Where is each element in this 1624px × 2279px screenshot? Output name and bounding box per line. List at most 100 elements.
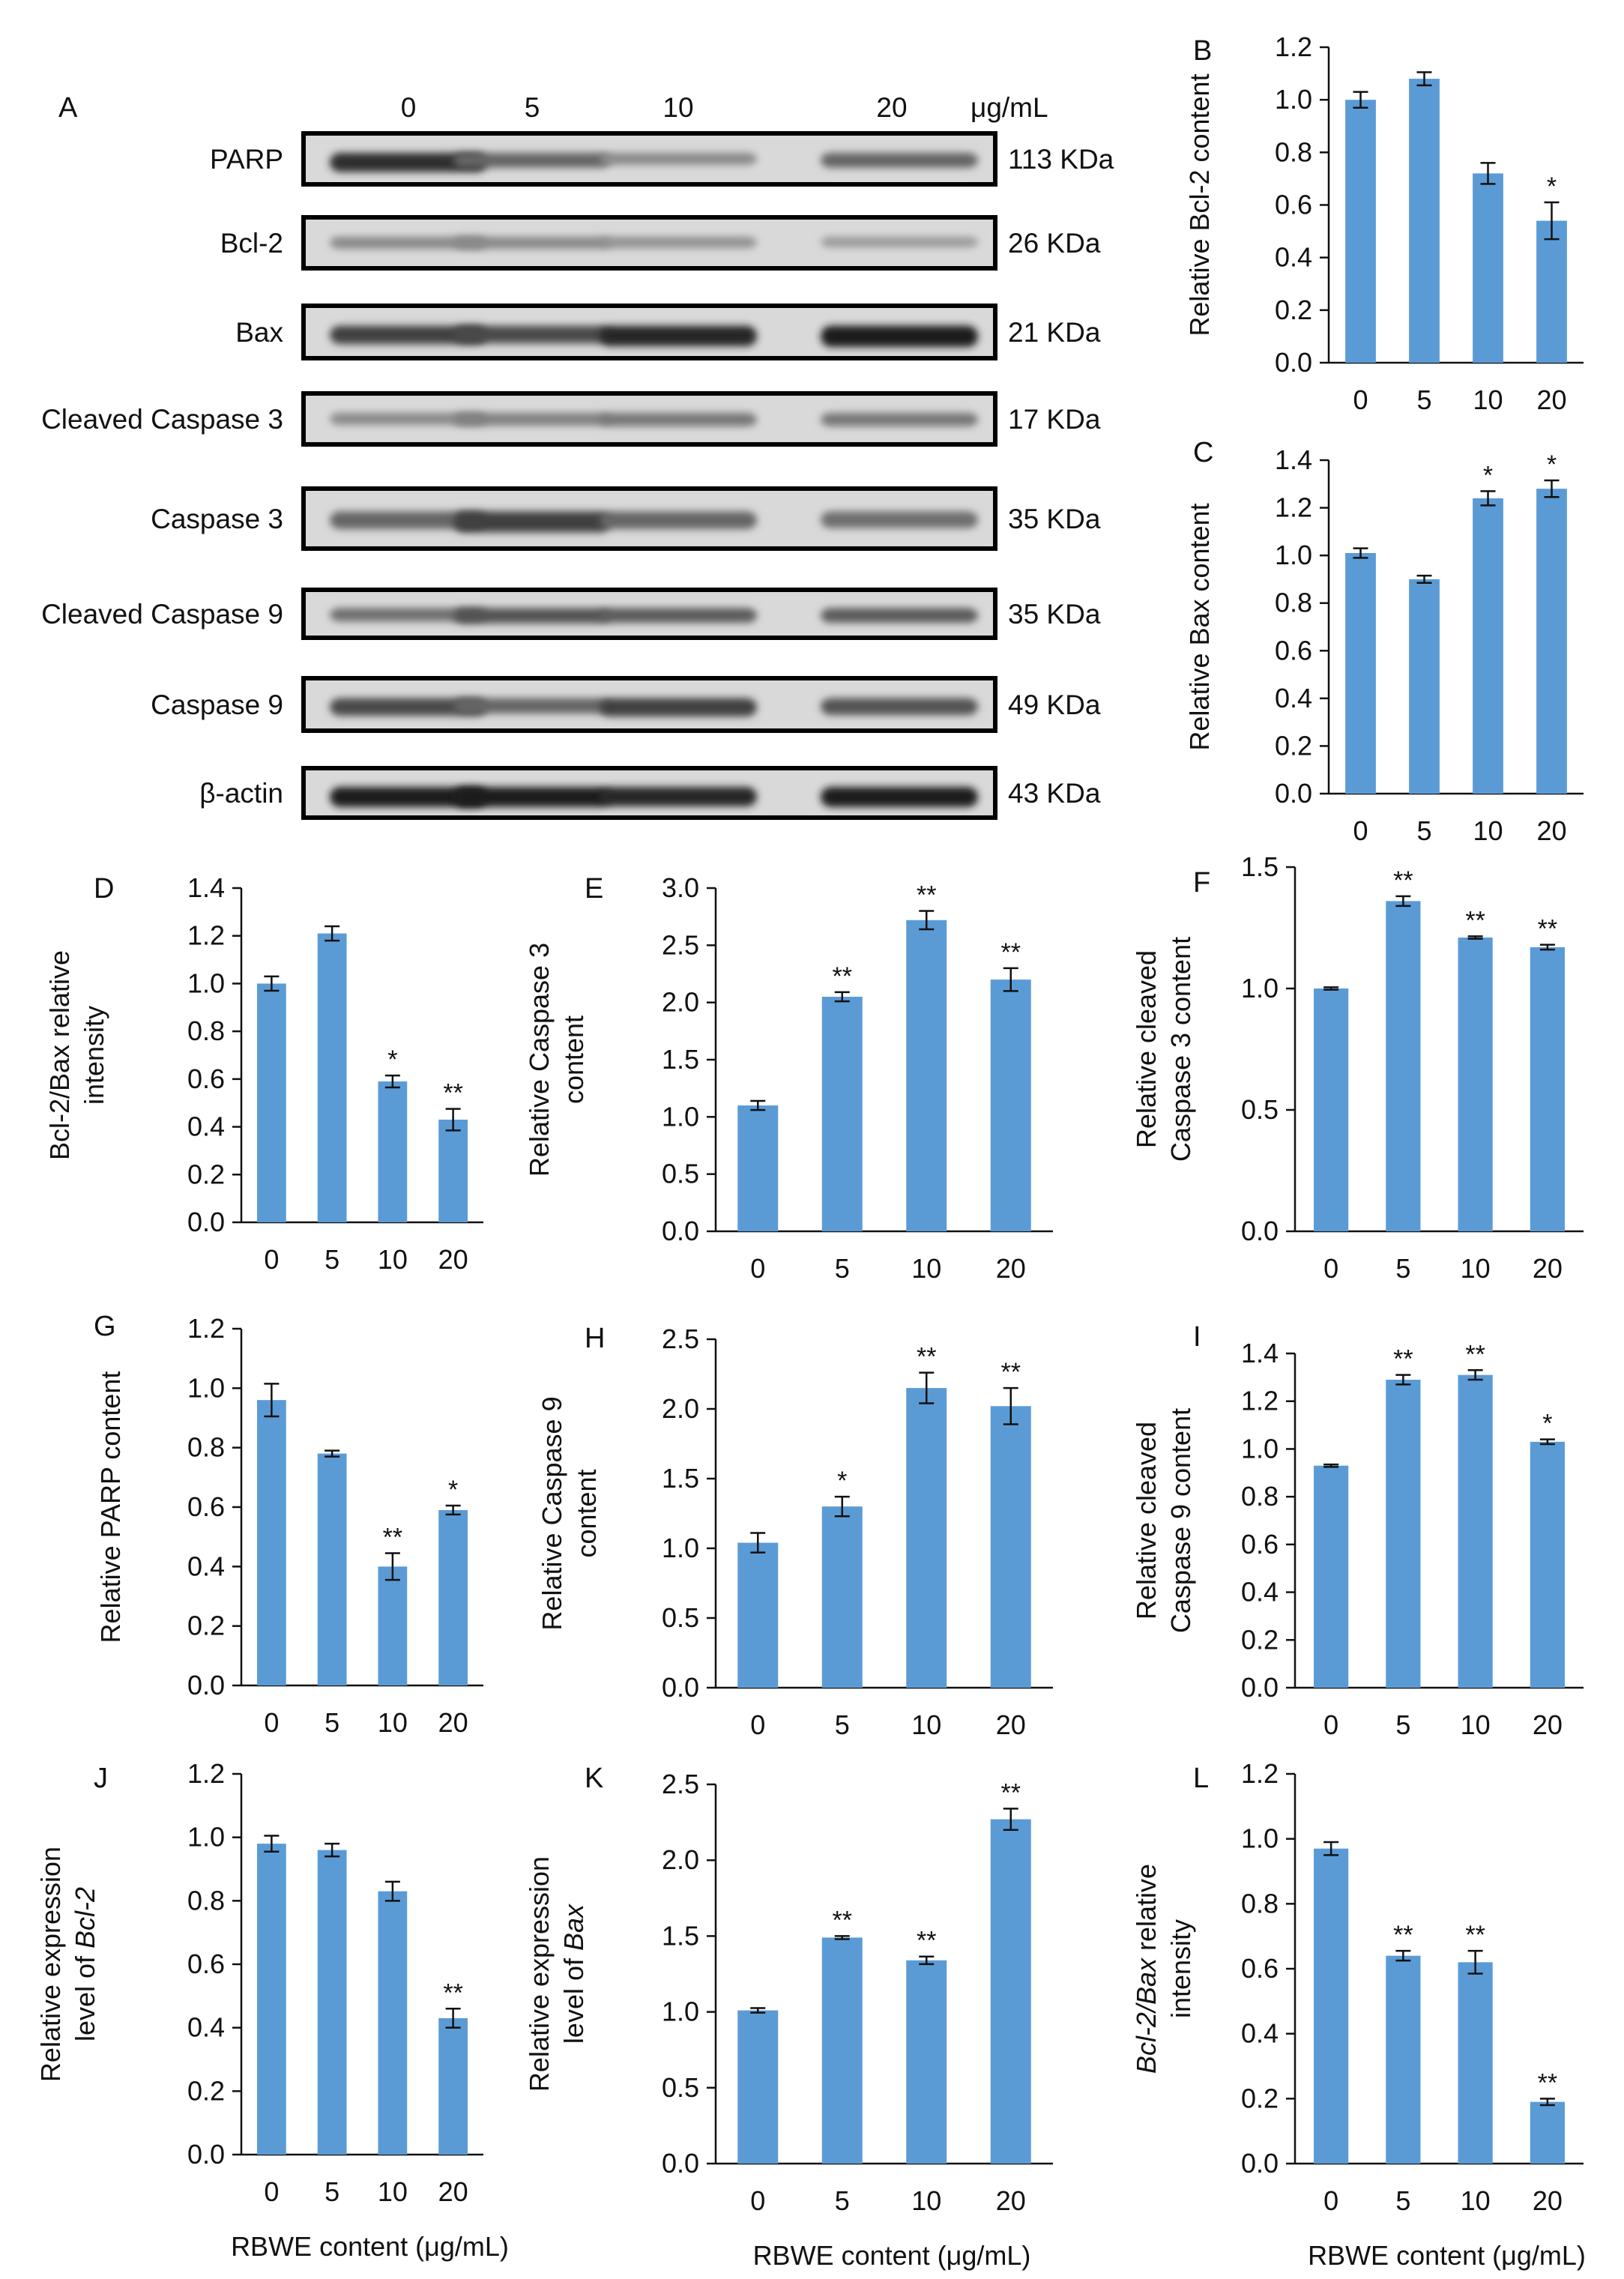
y-tick-label: 0.8: [187, 1432, 225, 1463]
significance-label: **: [1001, 1358, 1021, 1386]
blot-band: [821, 236, 978, 248]
blot-kda-label: 26 KDa: [1008, 228, 1101, 259]
y-axis-label: Relative expression: [524, 1856, 555, 2092]
significance-label: **: [1393, 1345, 1413, 1374]
y-axis-label-part: Relative Caspase 3: [524, 943, 555, 1177]
x-tick-label: 5: [325, 1244, 339, 1275]
x-tick-label: 20: [438, 2176, 468, 2207]
bar: [1530, 1441, 1565, 1688]
x-tick-label: 20: [1536, 815, 1566, 846]
blot-band: [330, 236, 487, 250]
y-axis-label: Relative Bax content: [1184, 503, 1215, 750]
y-tick-label: 0.6: [187, 1491, 225, 1522]
x-axis-label: RBWE content (μg/mL): [231, 2231, 509, 2262]
blot-frame: [301, 766, 997, 820]
y-tick-label: 0.4: [1275, 242, 1312, 273]
y-tick-label: 0.5: [662, 2072, 699, 2103]
bar: [378, 1566, 408, 1685]
bar: [1530, 947, 1565, 1231]
panel-letter: F: [1193, 867, 1210, 899]
blot-row: Caspase 9 49 KDa: [151, 676, 1101, 733]
y-axis-label: content: [558, 1015, 589, 1104]
chart-panel-f: F 0.0 0.5 1.0 1.5 0 ** 5 ** 10 ** 20 Relative cleave…: [1131, 851, 1584, 1284]
y-tick-label: 1.0: [187, 1822, 225, 1853]
blot-band: [821, 511, 978, 528]
y-tick-label: 0.0: [662, 1672, 699, 1703]
significance-label: **: [917, 1343, 936, 1371]
y-tick-label: 0.0: [187, 1207, 225, 1237]
bar: [990, 1819, 1031, 2164]
panel-letter: I: [1193, 1321, 1201, 1353]
y-tick-label: 1.4: [187, 872, 225, 903]
y-axis-label: intensity: [1165, 1919, 1196, 2018]
blot-band: [453, 511, 611, 533]
bar: [317, 933, 347, 1222]
blot-frame: [301, 486, 997, 551]
blot-band: [330, 325, 487, 345]
bar: [737, 1105, 779, 1231]
chart-panel-g: G 0.0 0.2 0.4 0.6 0.8 1.0 1.2 0 5 ** 10 * 20 Relative …: [94, 1311, 483, 1738]
blot-row: β-actin 43 KDa: [199, 766, 1101, 820]
blot-band: [600, 511, 757, 529]
y-tick-label: 0.0: [662, 1216, 699, 1246]
blot-row-label: Cleaved Caspase 9: [41, 599, 283, 630]
y-tick-label: 0.4: [187, 1551, 225, 1581]
y-tick-label: 0.6: [1241, 1953, 1279, 1984]
x-axis-label: RBWE content (μg/mL): [753, 2240, 1031, 2271]
significance-label: **: [917, 881, 936, 910]
significance-label: *: [837, 1467, 847, 1495]
x-tick-label: 0: [264, 1244, 279, 1275]
y-tick-label: 0.6: [1275, 635, 1312, 665]
blot-band: [600, 325, 757, 347]
bar: [1386, 1380, 1421, 1688]
y-tick-label: 1.0: [1275, 540, 1312, 570]
blot-dose-label: 0: [401, 92, 417, 123]
significance-label: **: [1465, 906, 1485, 935]
y-tick-label: 1.2: [187, 920, 225, 951]
x-tick-label: 0: [1323, 1253, 1338, 1284]
panel-letter: D: [94, 873, 114, 905]
y-axis-label-part: Relative Bcl-2 content: [1184, 73, 1215, 336]
y-tick-label: 1.0: [1241, 973, 1279, 1003]
blot-row-label: Caspase 9: [151, 689, 283, 720]
blot-band: [821, 698, 978, 716]
y-tick-label: 0.0: [662, 2148, 699, 2179]
significance-label: **: [833, 962, 852, 991]
y-axis-label: content: [571, 1469, 602, 1557]
x-tick-label: 5: [1395, 2185, 1410, 2216]
significance-label: **: [1465, 1921, 1485, 1949]
significance-label: **: [1465, 1340, 1485, 1368]
y-tick-label: 0.4: [1241, 2018, 1279, 2049]
blot-band: [821, 608, 978, 624]
y-axis-label-part: Relative cleaved: [1131, 950, 1162, 1148]
y-axis-label-part: Relative expression: [35, 1847, 66, 2082]
blot-band: [453, 152, 611, 168]
blot-band: [821, 787, 978, 807]
blot-kda-label: 35 KDa: [1008, 599, 1101, 630]
bar: [1458, 937, 1493, 1231]
y-tick-label: 0.2: [1275, 730, 1312, 761]
y-tick-label: 1.5: [662, 1920, 699, 1951]
panel-letter-a: A: [58, 92, 78, 124]
blot-kda-label: 49 KDa: [1008, 689, 1101, 720]
bar: [317, 1453, 347, 1685]
chart-panel-e: E 0.0 0.5 1.0 1.5 2.0 2.5 3.0 0 ** 5 ** 10 ** 20 Relati…: [524, 872, 1053, 1284]
panel-letter: L: [1193, 1763, 1209, 1794]
panel-letter: K: [585, 1763, 603, 1794]
blot-frame: [301, 131, 997, 187]
bar: [317, 1850, 347, 2155]
bar: [1314, 1465, 1349, 1688]
western-blot-panel: A 0 5 10 20 μg/mL PARP 113 KDa Bcl-2 26 KDa Bax 21…: [41, 92, 1114, 820]
x-axis-label: RBWE content (μg/mL): [1308, 2240, 1586, 2271]
x-tick-label: 20: [1533, 1253, 1563, 1284]
blot-frame: [301, 676, 997, 733]
blot-band: [600, 608, 757, 624]
y-axis-label: Relative Caspase 3: [524, 943, 555, 1177]
blot-row: Cleaved Caspase 3 17 KDa: [41, 391, 1101, 447]
y-tick-label: 0.0: [1241, 1216, 1279, 1246]
y-axis-label-part: Caspase 9 content: [1165, 1408, 1196, 1633]
panel-letter: H: [585, 1323, 605, 1354]
bar: [1536, 489, 1567, 794]
y-axis-label-part: content: [558, 1015, 589, 1104]
x-tick-label: 20: [1533, 2185, 1563, 2216]
